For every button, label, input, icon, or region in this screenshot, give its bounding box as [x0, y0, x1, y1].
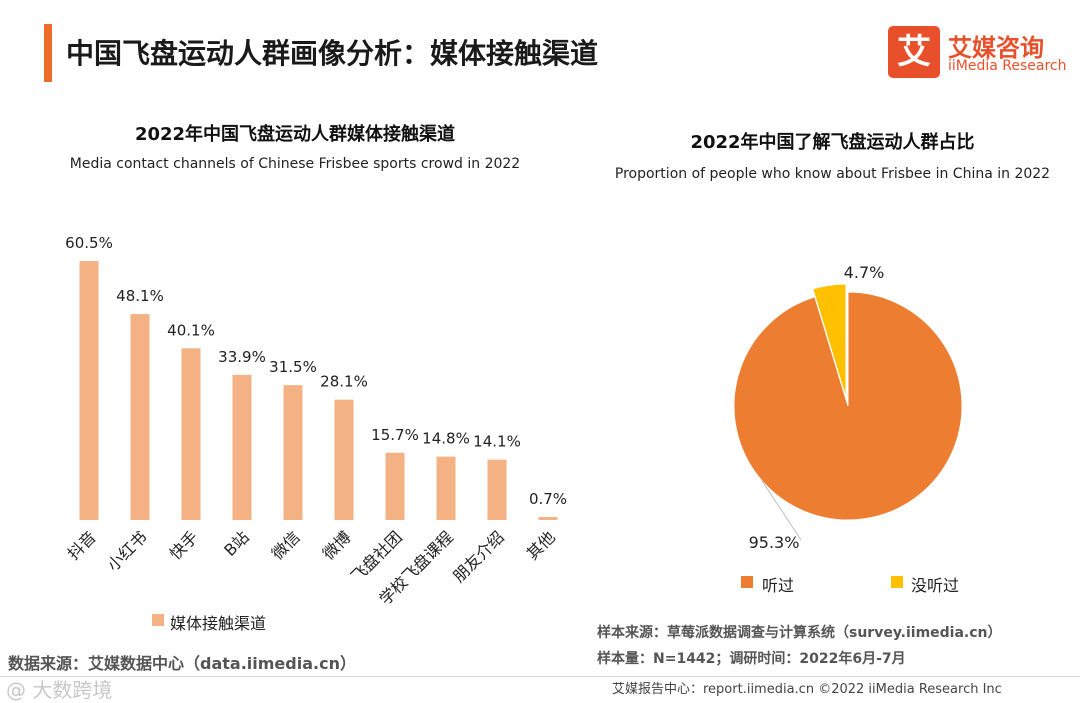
page-title: 中国飞盘运动人群画像分析：媒体接触渠道: [66, 37, 599, 70]
bar-value-label-0: 60.5%: [65, 234, 113, 252]
pie-legend-swatch-heard: [741, 576, 753, 588]
bar-value-label-9: 0.7%: [529, 490, 567, 508]
bar-value-label-6: 15.7%: [371, 426, 419, 444]
pie-legend-swatch-not-heard: [891, 576, 903, 588]
data-source-note: 数据来源：艾媒数据中心（data.iimedia.cn）: [8, 654, 356, 673]
pie-leader-line: [761, 480, 802, 541]
bar-7: [436, 456, 456, 520]
bar-category-label-9: 其他: [523, 527, 559, 563]
bar-category-label-4: 微信: [268, 527, 304, 563]
bar-value-label-7: 14.8%: [422, 430, 470, 448]
title-accent-bar: [44, 24, 52, 82]
pie-chart-title: 2022年中国了解飞盘运动人群占比: [690, 132, 975, 153]
bar-2: [181, 348, 201, 520]
bar-category-label-8: 朋友介绍: [449, 527, 508, 586]
logo-english-name: iiMedia Research: [948, 58, 1067, 74]
bar-chart: 60.5% 抖音 48.1% 小红书 40.1% 快手 33.9% B站 31.5% 微信 28.1…: [64, 234, 567, 609]
sample-source-note: 样本来源：草莓派数据调查与计算系统（survey.iimedia.cn）: [597, 625, 1002, 641]
pie-slice-heard: [733, 291, 963, 521]
bar-1: [130, 314, 150, 520]
bar-legend-swatch: [152, 614, 164, 626]
bar-category-label-5: 微博: [319, 527, 355, 563]
pie-value-label-heard: 95.3%: [749, 533, 800, 552]
bar-category-label-2: 快手: [166, 527, 202, 563]
bar-9: [538, 517, 558, 520]
watermark: @ 大数跨境: [6, 678, 113, 702]
pie-chart-subtitle: Proportion of people who know about Fris…: [614, 166, 1051, 182]
bar-legend-label: 媒体接触渠道: [170, 614, 267, 633]
logo-mark: 艾: [888, 26, 940, 78]
footer-text: 艾媒报告中心：report.iimedia.cn ©2022 iiMedia R…: [612, 682, 1002, 697]
bar-category-label-0: 抖音: [64, 527, 100, 563]
logo-chinese-name: 艾媒咨询: [948, 34, 1044, 62]
bar-8: [487, 459, 507, 520]
sample-size-note: 样本量：N=1442；调研时间：2022年6月-7月: [597, 651, 906, 667]
bar-0: [79, 261, 99, 520]
bar-5: [334, 399, 354, 520]
iimedia-logo: 艾 艾媒咨询 iiMedia Research: [888, 26, 1068, 78]
pie-value-label-not-heard: 4.7%: [844, 263, 885, 282]
bar-value-label-4: 31.5%: [269, 358, 317, 376]
pie-legend-label-not-heard: 没听过: [911, 576, 960, 595]
bar-category-label-3: B站: [220, 527, 253, 560]
bar-6: [385, 452, 405, 520]
footer-divider: [0, 676, 1080, 677]
bar-chart-title: 2022年中国飞盘运动人群媒体接触渠道: [134, 124, 456, 145]
pie-chart: 95.3% 4.7%: [733, 263, 963, 552]
bar-4: [283, 385, 303, 520]
bar-value-label-3: 33.9%: [218, 348, 266, 366]
bar-category-label-1: 小红书: [103, 527, 150, 574]
bar-value-label-1: 48.1%: [116, 287, 164, 305]
bar-value-label-2: 40.1%: [167, 321, 215, 339]
bar-value-label-8: 14.1%: [473, 433, 521, 451]
pie-legend-label-heard: 听过: [762, 576, 795, 595]
pie-slice-not-heard: [812, 283, 847, 399]
bar-value-label-5: 28.1%: [320, 373, 368, 391]
bar-chart-subtitle: Media contact channels of Chinese Frisbe…: [69, 156, 521, 172]
bar-3: [232, 374, 252, 520]
